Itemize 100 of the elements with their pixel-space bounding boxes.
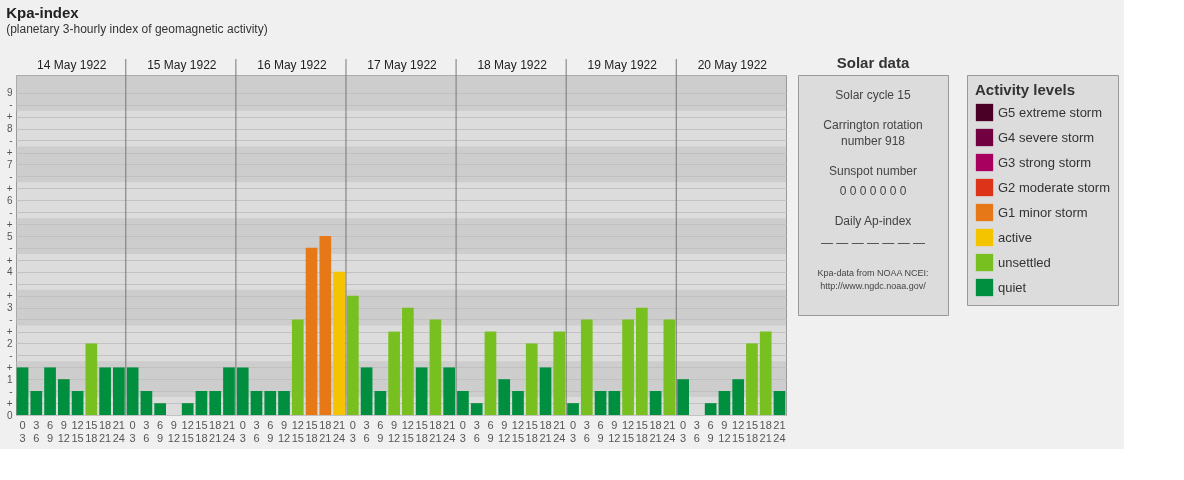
x-tick-label: 15 18 bbox=[195, 418, 208, 444]
bar bbox=[553, 331, 566, 415]
text: — — — — — — — bbox=[820, 236, 926, 250]
x-tick-label: 9 12 bbox=[498, 418, 511, 444]
bar bbox=[319, 236, 332, 415]
x-tick-label: 18 21 bbox=[429, 418, 442, 444]
x-tick-label: 18 21 bbox=[539, 418, 552, 444]
bar bbox=[99, 367, 111, 415]
y-tick-label: - bbox=[9, 385, 13, 397]
text: Carrington rotation bbox=[823, 118, 923, 132]
bar bbox=[498, 379, 511, 415]
legend-label: active bbox=[998, 229, 1032, 245]
y-tick-label: - bbox=[9, 99, 13, 111]
y-tick-label: - bbox=[9, 206, 13, 218]
bar bbox=[622, 319, 634, 415]
x-tick-label: 18 21 bbox=[319, 418, 332, 444]
x-tick-label: 9 12 bbox=[167, 418, 181, 444]
bar bbox=[663, 319, 676, 415]
text: Daily Ap-index bbox=[834, 214, 912, 228]
text: Solar cycle 15 bbox=[835, 88, 912, 102]
bar bbox=[71, 391, 84, 415]
bar bbox=[457, 391, 469, 415]
x-tick-label: 6 9 bbox=[377, 418, 384, 444]
y-tick-label: 8 bbox=[6, 123, 13, 135]
x-tick-label: 18 21 bbox=[209, 418, 222, 444]
bar bbox=[759, 331, 772, 415]
text: http://www.ngdc.noaa.gov/ bbox=[820, 281, 927, 291]
x-tick-label: 6 9 bbox=[597, 418, 604, 444]
bar bbox=[580, 319, 593, 415]
y-tick-label: - bbox=[9, 134, 13, 146]
x-tick-label: 15 18 bbox=[415, 418, 428, 444]
bar bbox=[635, 307, 648, 415]
bar bbox=[402, 307, 414, 415]
y-tick-label: - bbox=[9, 170, 13, 182]
x-tick-label: 21 24 bbox=[112, 418, 125, 444]
bar bbox=[374, 391, 387, 415]
x-tick-label: 3 6 bbox=[363, 418, 370, 444]
x-tick-label: 6 9 bbox=[267, 418, 274, 444]
y-tick-label: 5 bbox=[6, 230, 13, 242]
x-tick-label: 15 18 bbox=[745, 418, 759, 444]
x-tick-label: 6 9 bbox=[707, 418, 714, 444]
bar bbox=[470, 403, 483, 415]
y-tick-label: 4 bbox=[6, 266, 13, 278]
bar bbox=[746, 343, 758, 415]
chart-subtitle: (planetary 3-hourly index of geomagnetic activity) bbox=[6, 21, 268, 36]
x-tick-label: 3 6 bbox=[473, 418, 480, 444]
legend-label: unsettled bbox=[998, 254, 1051, 270]
y-tick-label: + bbox=[6, 254, 13, 266]
bar bbox=[264, 391, 277, 415]
legend-label: G3 strong storm bbox=[998, 154, 1092, 170]
x-tick-label: 15 18 bbox=[635, 418, 648, 444]
bar bbox=[44, 367, 56, 415]
x-tick-label: 21 24 bbox=[773, 418, 786, 444]
text: number 918 bbox=[840, 134, 906, 148]
x-tick-label: 15 18 bbox=[305, 418, 318, 444]
bar bbox=[718, 391, 731, 415]
bar bbox=[677, 379, 689, 415]
y-tick-label: - bbox=[9, 242, 13, 254]
x-tick-label: 0 3 bbox=[19, 418, 26, 444]
x-tick-label: 9 12 bbox=[387, 418, 401, 444]
bar bbox=[30, 391, 43, 415]
x-tick-label: 9 12 bbox=[608, 418, 621, 444]
x-tick-label: 21 24 bbox=[332, 418, 346, 444]
x-tick-label: 12 15 bbox=[181, 418, 194, 444]
bar bbox=[85, 343, 98, 415]
x-tick-label: 21 24 bbox=[222, 418, 236, 444]
y-tick-label: + bbox=[6, 290, 13, 302]
y-tick-label: + bbox=[6, 326, 13, 338]
y-tick-label: + bbox=[6, 182, 13, 194]
bar bbox=[113, 367, 125, 415]
bar bbox=[154, 403, 167, 415]
bar bbox=[608, 391, 621, 415]
y-tick-label: 7 bbox=[6, 158, 13, 170]
x-tick-label: 0 3 bbox=[569, 418, 577, 444]
bar bbox=[291, 319, 304, 415]
x-tick-label: 6 9 bbox=[157, 418, 164, 444]
y-tick-label: 2 bbox=[6, 337, 13, 349]
bar bbox=[512, 391, 524, 415]
x-tick-label: 18 21 bbox=[759, 418, 772, 444]
bar bbox=[429, 319, 442, 415]
x-tick-label: 21 24 bbox=[443, 418, 456, 444]
x-tick-label: 21 24 bbox=[553, 418, 566, 444]
bar bbox=[223, 367, 235, 415]
bar bbox=[140, 391, 153, 415]
x-tick-label: 15 18 bbox=[525, 418, 538, 444]
bar bbox=[773, 391, 786, 415]
text: 16 May 1922 bbox=[257, 58, 327, 72]
legend-label: quiet bbox=[998, 279, 1027, 295]
bar bbox=[388, 331, 400, 415]
bar bbox=[305, 247, 318, 415]
text: 18 May 1922 bbox=[477, 58, 548, 72]
text: 14 May 1922 bbox=[37, 58, 107, 72]
x-tick-label: 18 21 bbox=[649, 418, 662, 444]
x-tick-label: 6 9 bbox=[487, 418, 494, 444]
bar bbox=[484, 331, 497, 415]
y-tick-label: - bbox=[9, 349, 13, 361]
y-tick-label: + bbox=[6, 111, 13, 123]
x-tick-label: 3 6 bbox=[253, 418, 260, 444]
text: 15 May 1922 bbox=[147, 58, 217, 72]
bar bbox=[209, 391, 222, 415]
